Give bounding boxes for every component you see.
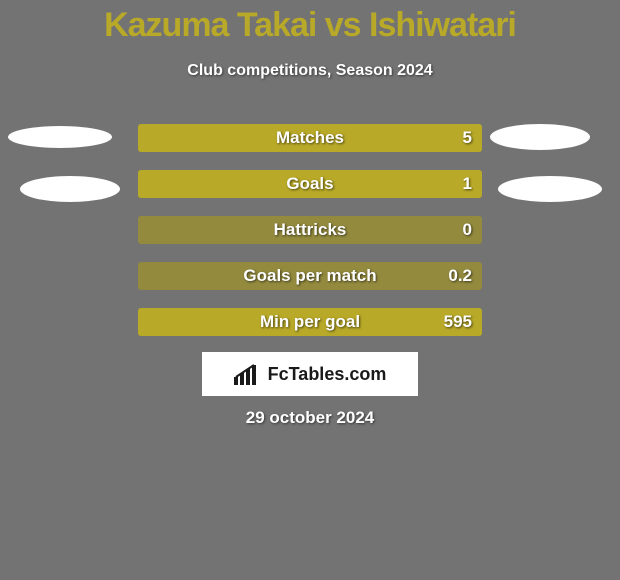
date-label: 29 october 2024 (0, 408, 620, 428)
stat-metric: Hattricks (138, 216, 482, 244)
player-ellipse (8, 126, 112, 148)
stat-metric: Matches (138, 124, 482, 152)
stat-value: 0 (463, 216, 472, 244)
page-title: Kazuma Takai vs Ishiwatari (0, 6, 620, 45)
stat-value: 5 (463, 124, 472, 152)
infographic-canvas: Kazuma Takai vs Ishiwatari Club competit… (0, 0, 620, 580)
player-ellipse (498, 176, 602, 202)
stat-metric: Min per goal (138, 308, 482, 336)
stat-row: Hattricks0 (138, 216, 482, 244)
brand-text: FcTables.com (268, 364, 387, 385)
stat-row: Matches5 (138, 124, 482, 152)
stat-row: Goals per match0.2 (138, 262, 482, 290)
player-ellipse (490, 124, 590, 150)
stat-row: Min per goal595 (138, 308, 482, 336)
subtitle: Club competitions, Season 2024 (0, 62, 620, 80)
stat-row: Goals1 (138, 170, 482, 198)
brand-badge: FcTables.com (202, 352, 418, 396)
stat-value: 0.2 (448, 262, 472, 290)
bars-icon (234, 363, 260, 385)
stat-rows: Matches5Goals1Hattricks0Goals per match0… (138, 124, 482, 354)
stat-value: 595 (444, 308, 472, 336)
stat-metric: Goals per match (138, 262, 482, 290)
stat-value: 1 (463, 170, 472, 198)
player-ellipse (20, 176, 120, 202)
stat-metric: Goals (138, 170, 482, 198)
